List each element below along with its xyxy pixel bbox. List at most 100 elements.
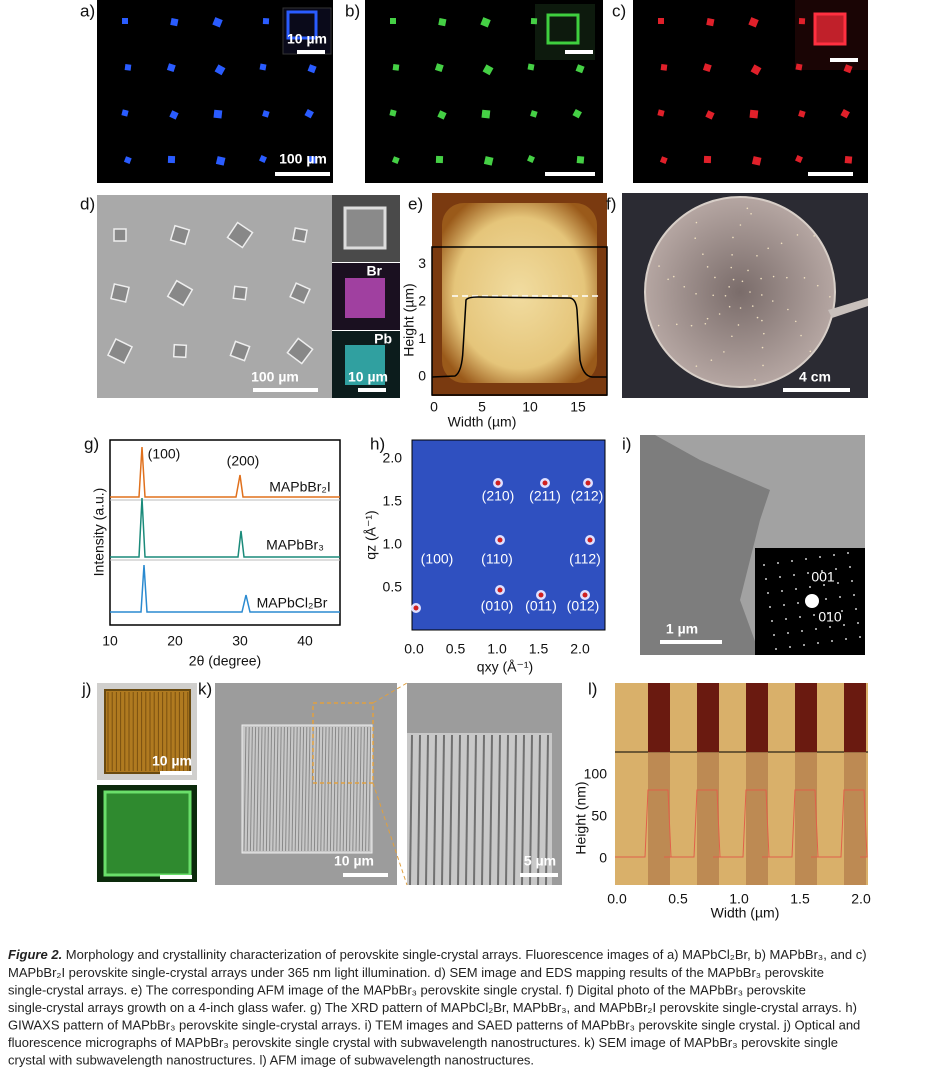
crystal: [122, 18, 128, 24]
sparkle: [723, 351, 725, 353]
panel-label: i): [622, 434, 631, 453]
crystal: [527, 155, 535, 163]
series-label: MAPbBr₂I: [269, 479, 330, 495]
crystal: [166, 63, 176, 73]
tick-label: 2.0: [383, 450, 403, 466]
saed-dot: [799, 616, 801, 618]
crystal: [575, 64, 585, 74]
crystal: [259, 155, 267, 163]
sparkle: [694, 237, 696, 240]
sem-crystal: [110, 283, 130, 303]
stripe: [449, 734, 453, 886]
sparkle: [794, 320, 797, 323]
saed-dot: [823, 584, 825, 586]
sem-crystal: [166, 279, 194, 307]
saed-dot: [791, 560, 793, 562]
stripe: [425, 734, 429, 886]
sparkle: [732, 236, 734, 239]
saed-dot: [773, 634, 775, 636]
sparkle: [712, 294, 715, 297]
saed-dot: [765, 578, 767, 580]
stripe: [317, 726, 321, 852]
crystal: [480, 17, 491, 28]
spot-label: (110): [481, 551, 513, 567]
sparkle: [690, 324, 693, 327]
axis-label: Intensity (a.u.): [91, 488, 107, 577]
sparkle: [761, 346, 764, 349]
sparkle: [762, 364, 764, 367]
stripe: [291, 726, 295, 852]
saed-dot: [779, 576, 781, 578]
sparkle: [763, 332, 765, 335]
crystal: [751, 156, 762, 166]
tick-label: 0: [430, 399, 438, 415]
stripe: [307, 726, 311, 852]
crystal: [572, 108, 582, 119]
sparkle: [658, 265, 660, 267]
scale-label: 10 µm: [334, 853, 374, 869]
crystal: [706, 18, 715, 27]
tick-label: 0.0: [404, 641, 424, 657]
sparkle: [714, 276, 716, 279]
plot-frame: [109, 439, 341, 626]
tick-label: 0.0: [607, 891, 627, 907]
diffraction-spot-core: [497, 587, 503, 593]
saed-dot: [859, 636, 861, 638]
afm-groove: [844, 683, 866, 752]
scale-label: 100 µm: [251, 369, 299, 385]
stripe: [265, 726, 269, 852]
crystal: [390, 18, 396, 24]
sparkle: [695, 365, 698, 367]
crystal: [658, 18, 664, 24]
crystal: [435, 155, 444, 164]
tick-label: 1.0: [729, 891, 749, 907]
stripe: [301, 726, 305, 852]
saed-dot: [809, 586, 811, 588]
stripe: [333, 726, 337, 852]
spot-label: (210): [482, 488, 515, 504]
stripe: [481, 734, 485, 886]
saed-dot: [775, 648, 777, 650]
stripe: [297, 726, 301, 852]
saed-dot: [801, 630, 803, 632]
saed-dot: [843, 624, 845, 626]
sparkle: [695, 221, 698, 224]
sparkle: [771, 300, 774, 302]
saed-dot: [837, 582, 839, 584]
saed-dot: [825, 598, 827, 600]
stripe: [310, 726, 314, 852]
axis-label: Width (µm): [448, 414, 517, 430]
stripe: [336, 726, 340, 852]
crystal: [307, 64, 317, 74]
caption-line: crystal with subwavelength nanostructure…: [8, 1052, 534, 1067]
stripe: [262, 726, 266, 852]
crystal: [530, 18, 538, 25]
saed-dot: [839, 596, 841, 598]
stripe: [272, 726, 276, 852]
stripe: [441, 734, 445, 886]
spot-label: (112): [569, 551, 601, 567]
caption-line: GIWAXS pattern of MAPbBr₃ perovskite sin…: [8, 1017, 860, 1032]
afm-groove: [697, 752, 719, 885]
stripe: [275, 726, 279, 852]
afm-crystal: [442, 203, 597, 383]
saed-dot: [857, 622, 859, 624]
sparkle: [751, 305, 754, 307]
fluor-crystal: [103, 790, 192, 877]
crystal: [121, 109, 129, 117]
axis-label: qz (Å⁻¹): [363, 510, 379, 559]
inset-crystal: [546, 13, 580, 45]
axis-label: 2θ (degree): [189, 653, 261, 669]
crystal: [748, 17, 759, 28]
series-label: MAPbCl₂Br: [257, 595, 328, 611]
pb-map-crystal: [345, 345, 385, 385]
sparkle: [704, 322, 707, 325]
decorations: [106, 17, 868, 886]
stripe: [361, 726, 365, 852]
sparkle: [710, 359, 713, 362]
stripe: [409, 734, 413, 886]
sparkle: [756, 254, 758, 257]
saed-dot: [807, 572, 809, 574]
sparkle: [741, 280, 744, 283]
stripe: [269, 726, 273, 852]
